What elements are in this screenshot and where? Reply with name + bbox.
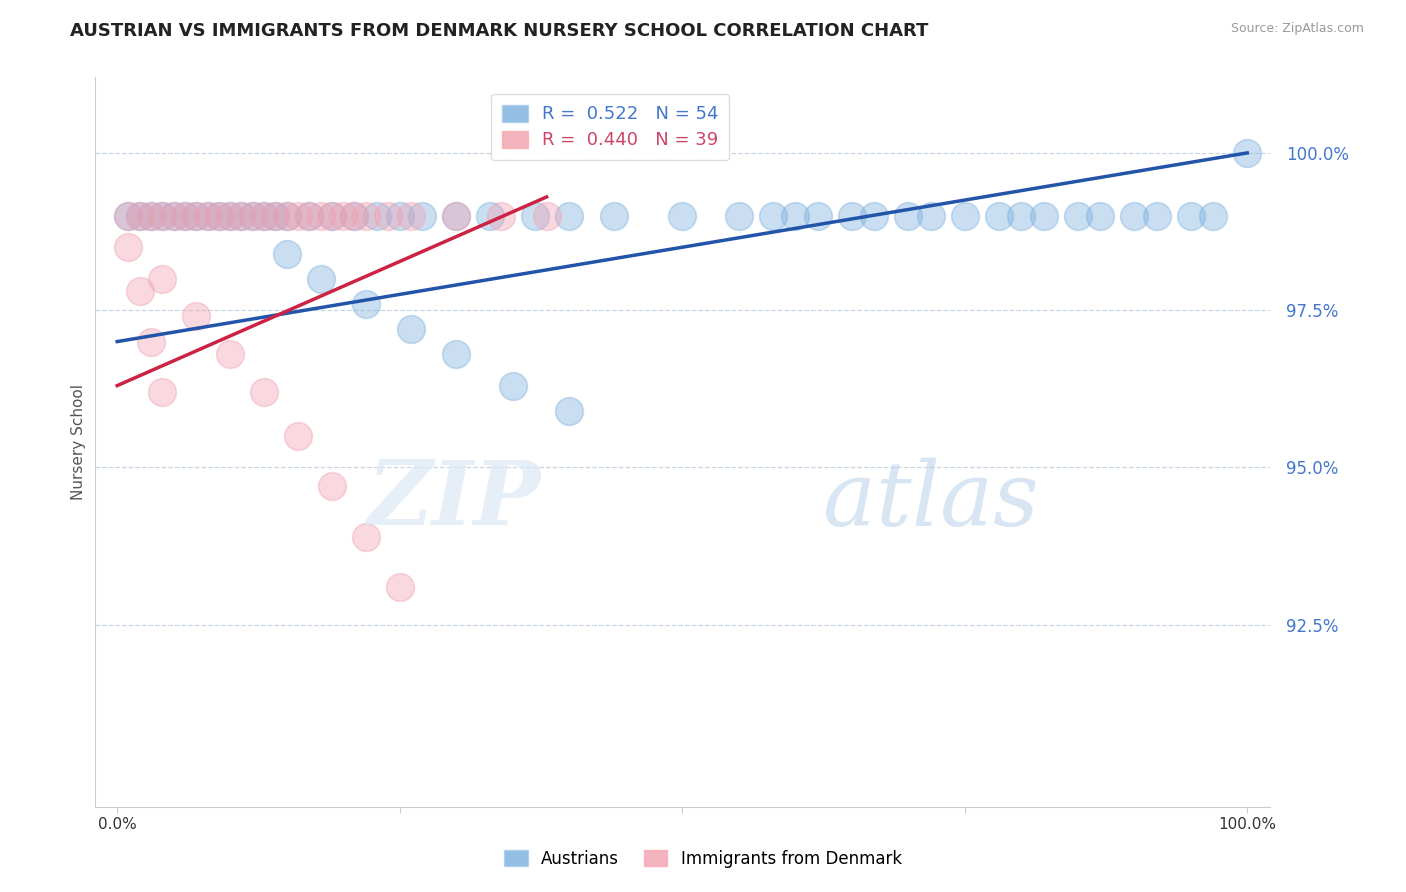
Point — [321, 209, 343, 223]
Point — [186, 209, 208, 223]
Point — [253, 209, 276, 223]
Point — [354, 530, 377, 544]
Point — [276, 246, 298, 260]
Point — [479, 209, 502, 223]
Point — [186, 310, 208, 324]
Point — [253, 209, 276, 223]
Point — [321, 209, 343, 223]
Point — [128, 209, 150, 223]
Point — [287, 209, 309, 223]
Point — [502, 378, 524, 392]
Point — [117, 209, 139, 223]
Point — [388, 580, 411, 594]
Point — [174, 209, 197, 223]
Point — [150, 209, 173, 223]
Point — [354, 297, 377, 311]
Point — [321, 479, 343, 493]
Point — [863, 209, 886, 223]
Point — [444, 209, 467, 223]
Point — [298, 209, 321, 223]
Point — [287, 429, 309, 443]
Point — [139, 209, 162, 223]
Point — [354, 209, 377, 223]
Point — [1146, 209, 1168, 223]
Point — [388, 209, 411, 223]
Point — [117, 240, 139, 254]
Point — [1180, 209, 1202, 223]
Point — [208, 209, 231, 223]
Point — [897, 209, 920, 223]
Point — [117, 209, 139, 223]
Point — [399, 209, 422, 223]
Point — [807, 209, 830, 223]
Point — [1236, 145, 1258, 160]
Point — [1123, 209, 1146, 223]
Point — [128, 209, 150, 223]
Point — [163, 209, 186, 223]
Point — [399, 322, 422, 336]
Point — [309, 209, 332, 223]
Point — [150, 384, 173, 399]
Point — [1010, 209, 1032, 223]
Legend: R =  0.522   N = 54, R =  0.440   N = 39: R = 0.522 N = 54, R = 0.440 N = 39 — [492, 94, 730, 161]
Point — [197, 209, 219, 223]
Point — [1032, 209, 1054, 223]
Point — [343, 209, 366, 223]
Point — [276, 209, 298, 223]
Point — [343, 209, 366, 223]
Legend: Austrians, Immigrants from Denmark: Austrians, Immigrants from Denmark — [498, 844, 908, 875]
Point — [253, 384, 276, 399]
Point — [139, 209, 162, 223]
Point — [536, 209, 558, 223]
Point — [208, 209, 231, 223]
Point — [671, 209, 693, 223]
Point — [953, 209, 976, 223]
Point — [558, 209, 581, 223]
Point — [276, 209, 298, 223]
Point — [444, 209, 467, 223]
Point — [727, 209, 749, 223]
Point — [309, 271, 332, 285]
Point — [150, 271, 173, 285]
Point — [377, 209, 399, 223]
Point — [762, 209, 785, 223]
Point — [231, 209, 253, 223]
Point — [1090, 209, 1112, 223]
Point — [163, 209, 186, 223]
Text: AUSTRIAN VS IMMIGRANTS FROM DENMARK NURSERY SCHOOL CORRELATION CHART: AUSTRIAN VS IMMIGRANTS FROM DENMARK NURS… — [70, 22, 929, 40]
Point — [558, 403, 581, 417]
Point — [139, 334, 162, 349]
Point — [264, 209, 287, 223]
Y-axis label: Nursery School: Nursery School — [72, 384, 86, 500]
Point — [231, 209, 253, 223]
Point — [491, 209, 513, 223]
Point — [411, 209, 433, 223]
Point — [186, 209, 208, 223]
Point — [219, 347, 242, 361]
Point — [219, 209, 242, 223]
Point — [264, 209, 287, 223]
Point — [841, 209, 863, 223]
Point — [150, 209, 173, 223]
Point — [298, 209, 321, 223]
Text: ZIP: ZIP — [368, 458, 541, 544]
Text: atlas: atlas — [824, 457, 1039, 544]
Point — [174, 209, 197, 223]
Point — [1067, 209, 1090, 223]
Point — [128, 285, 150, 299]
Point — [444, 347, 467, 361]
Point — [524, 209, 547, 223]
Point — [1202, 209, 1225, 223]
Point — [219, 209, 242, 223]
Point — [332, 209, 354, 223]
Point — [920, 209, 942, 223]
Point — [197, 209, 219, 223]
Point — [366, 209, 388, 223]
Point — [785, 209, 807, 223]
Point — [603, 209, 626, 223]
Text: Source: ZipAtlas.com: Source: ZipAtlas.com — [1230, 22, 1364, 36]
Point — [242, 209, 264, 223]
Point — [242, 209, 264, 223]
Point — [987, 209, 1010, 223]
